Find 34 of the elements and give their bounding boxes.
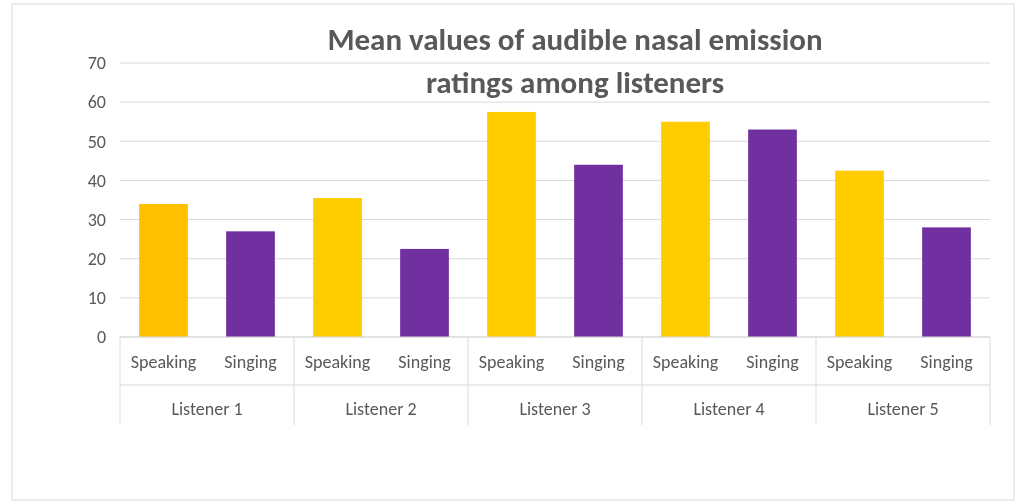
y-tick-label: 30: [87, 208, 106, 231]
text: Listener 3: [519, 398, 591, 420]
bar: [139, 203, 188, 337]
x-tick-label: Singing: [572, 350, 626, 373]
y-tick-label: 40: [87, 169, 106, 192]
x-tick-label: Singing: [746, 350, 800, 373]
text: Listener 1: [171, 398, 243, 420]
text: Listener 4: [693, 398, 765, 420]
bar: [487, 111, 536, 337]
bar: [226, 231, 275, 337]
bar: [748, 129, 797, 337]
x-tick-label: Speaking: [826, 350, 893, 373]
bar: [574, 164, 623, 337]
x-tick-label: Singing: [224, 350, 278, 373]
x-tick-label: Singing: [398, 350, 452, 373]
text: Listener 5: [867, 398, 939, 420]
y-tick-label: 60: [87, 91, 106, 114]
bar: [922, 227, 971, 337]
y-tick-label: 70: [87, 52, 106, 75]
x-tick-label: Speaking: [130, 350, 197, 373]
bar: [313, 198, 362, 337]
x-tick-label: Speaking: [478, 350, 545, 373]
y-tick-label: 50: [87, 130, 106, 153]
bar: [400, 248, 449, 337]
x-tick-label: Singing: [920, 350, 974, 373]
y-tick-label: 10: [87, 287, 106, 310]
y-tick-label: 20: [87, 247, 106, 270]
bar: [661, 121, 710, 337]
x-tick-label: Speaking: [304, 350, 371, 373]
y-tick-label: 0: [96, 326, 106, 349]
bar: [835, 170, 884, 337]
chart-title: Mean values of audible nasal emission ratings among listeners: [327, 20, 823, 101]
text: Listener 2: [345, 398, 417, 420]
x-tick-label: Speaking: [652, 350, 719, 373]
